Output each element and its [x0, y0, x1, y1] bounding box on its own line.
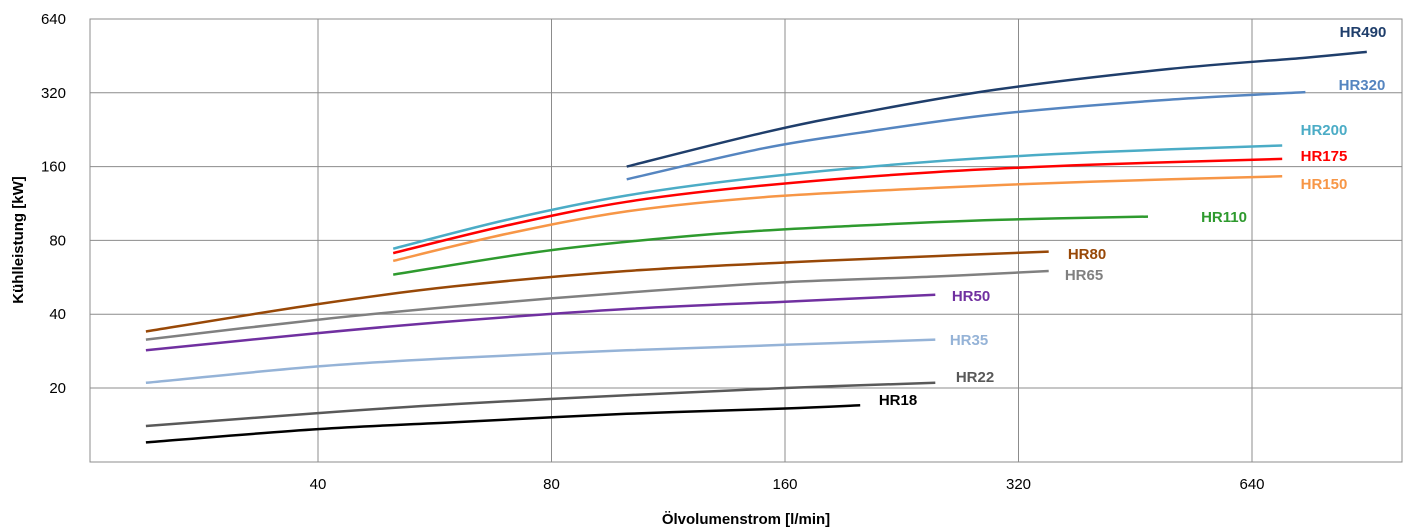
x-axis-title: Ölvolumenstrom [l/min]	[662, 511, 830, 528]
series-label-hr200: HR200	[1301, 122, 1348, 139]
series-lines	[145, 50, 1367, 444]
series-line-hr150	[392, 175, 1283, 263]
x-tick-labels: 40 80 160 320 640	[310, 476, 1265, 493]
y-tick-labels: 20 40 80 160 320 640	[41, 11, 66, 397]
y-tick-label: 40	[49, 306, 66, 323]
series-line-hr65	[145, 269, 1049, 341]
series-line-hr110	[393, 215, 1149, 276]
series-line-hr35	[145, 338, 936, 385]
series-line-hr175	[392, 157, 1283, 255]
x-tick-label: 40	[310, 476, 327, 493]
series-label-hr22: HR22	[956, 369, 994, 386]
series-line-hr22	[145, 381, 936, 428]
series-label-hr150: HR150	[1301, 176, 1348, 193]
y-axis-title: Kühlleistung [kW]	[10, 176, 27, 304]
series-line-hr50	[145, 293, 936, 352]
series-label-hr35: HR35	[950, 332, 988, 349]
y-tick-label: 80	[49, 232, 66, 249]
series-label-hr490: HR490	[1340, 24, 1387, 41]
series-label-hr80: HR80	[1068, 246, 1106, 263]
series-labels: HR490 HR320 HR200 HR175 HR150 HR110 HR80 HR65 HR…	[879, 24, 1387, 409]
series-label-hr320: HR320	[1339, 77, 1386, 94]
series-line-hr18	[145, 404, 861, 444]
gridlines	[90, 19, 1402, 462]
x-tick-label: 80	[543, 476, 560, 493]
x-tick-label: 160	[772, 476, 797, 493]
series-line-hr320	[626, 90, 1306, 181]
series-line-hr200	[392, 144, 1283, 250]
y-tick-label: 160	[41, 159, 66, 176]
series-label-hr50: HR50	[952, 288, 990, 305]
x-tick-label: 640	[1239, 476, 1264, 493]
y-tick-label: 20	[49, 380, 66, 397]
y-tick-label: 320	[41, 85, 66, 102]
series-line-hr80	[145, 250, 1049, 333]
series-label-hr110: HR110	[1201, 209, 1247, 226]
series-label-hr65: HR65	[1065, 267, 1103, 284]
y-tick-label: 640	[41, 11, 66, 28]
x-tick-label: 320	[1006, 476, 1031, 493]
series-line-hr490	[626, 50, 1367, 168]
series-label-hr18: HR18	[879, 392, 917, 409]
series-label-hr175: HR175	[1301, 148, 1348, 165]
